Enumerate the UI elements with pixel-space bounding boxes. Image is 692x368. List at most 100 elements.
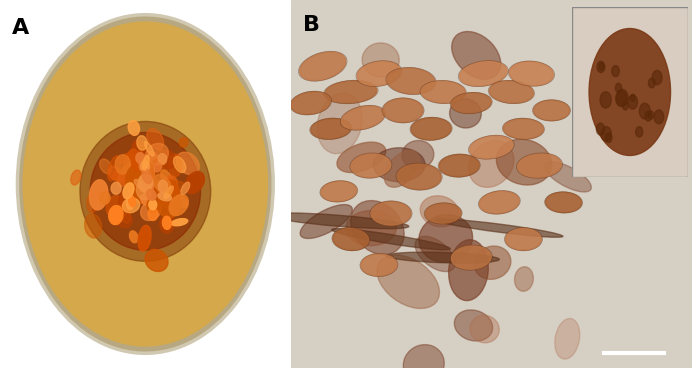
Ellipse shape — [158, 153, 167, 164]
Ellipse shape — [140, 187, 155, 205]
Ellipse shape — [164, 186, 173, 199]
Ellipse shape — [123, 183, 134, 199]
Ellipse shape — [628, 95, 637, 109]
Ellipse shape — [108, 156, 120, 181]
Ellipse shape — [599, 63, 604, 70]
Ellipse shape — [387, 68, 435, 94]
Ellipse shape — [420, 196, 459, 227]
Ellipse shape — [436, 219, 563, 237]
Ellipse shape — [118, 185, 131, 205]
Ellipse shape — [126, 159, 146, 184]
Ellipse shape — [419, 215, 473, 262]
Ellipse shape — [134, 180, 144, 189]
Ellipse shape — [80, 121, 210, 261]
Ellipse shape — [496, 139, 552, 185]
Ellipse shape — [90, 132, 201, 250]
Ellipse shape — [148, 151, 160, 167]
Ellipse shape — [377, 255, 439, 308]
Ellipse shape — [141, 158, 155, 183]
Ellipse shape — [654, 110, 664, 124]
Ellipse shape — [451, 245, 491, 270]
Ellipse shape — [145, 144, 168, 165]
Ellipse shape — [129, 231, 138, 243]
Ellipse shape — [317, 93, 363, 154]
Ellipse shape — [505, 228, 541, 250]
Ellipse shape — [121, 153, 138, 166]
Ellipse shape — [128, 120, 140, 135]
Ellipse shape — [149, 158, 165, 172]
Ellipse shape — [152, 188, 163, 202]
Ellipse shape — [361, 254, 397, 276]
Ellipse shape — [136, 181, 152, 199]
Ellipse shape — [140, 200, 162, 220]
Ellipse shape — [108, 166, 120, 180]
Text: B: B — [302, 15, 320, 35]
Ellipse shape — [161, 170, 174, 188]
Ellipse shape — [373, 148, 425, 182]
Ellipse shape — [123, 158, 140, 187]
Ellipse shape — [645, 111, 652, 121]
Ellipse shape — [268, 213, 409, 229]
Ellipse shape — [149, 200, 156, 210]
Ellipse shape — [158, 193, 172, 201]
Ellipse shape — [181, 182, 190, 195]
Ellipse shape — [371, 202, 411, 225]
Ellipse shape — [331, 229, 450, 250]
Ellipse shape — [146, 178, 154, 190]
Ellipse shape — [179, 138, 188, 147]
Ellipse shape — [172, 219, 188, 226]
Ellipse shape — [459, 61, 507, 86]
Ellipse shape — [140, 161, 149, 172]
Ellipse shape — [300, 52, 346, 81]
Ellipse shape — [132, 158, 143, 170]
Ellipse shape — [515, 267, 534, 291]
Ellipse shape — [402, 141, 434, 169]
Ellipse shape — [100, 191, 110, 204]
Ellipse shape — [158, 180, 167, 192]
Ellipse shape — [115, 155, 130, 174]
Ellipse shape — [648, 78, 655, 88]
Ellipse shape — [597, 123, 605, 135]
Ellipse shape — [652, 70, 662, 85]
Ellipse shape — [503, 118, 543, 139]
Ellipse shape — [452, 32, 501, 79]
Ellipse shape — [601, 127, 611, 141]
Ellipse shape — [169, 154, 182, 177]
Ellipse shape — [148, 208, 158, 220]
Ellipse shape — [383, 99, 423, 123]
Ellipse shape — [122, 198, 140, 213]
Ellipse shape — [127, 197, 134, 210]
Ellipse shape — [154, 174, 171, 194]
Ellipse shape — [167, 191, 188, 207]
Ellipse shape — [411, 118, 451, 140]
Ellipse shape — [509, 61, 554, 86]
Ellipse shape — [152, 178, 169, 206]
Ellipse shape — [589, 29, 671, 155]
Ellipse shape — [534, 100, 570, 121]
Ellipse shape — [300, 205, 352, 238]
Ellipse shape — [139, 163, 154, 183]
Ellipse shape — [158, 193, 181, 218]
Ellipse shape — [470, 315, 499, 343]
Ellipse shape — [145, 141, 154, 156]
Ellipse shape — [161, 150, 175, 169]
Ellipse shape — [138, 174, 153, 192]
Ellipse shape — [120, 202, 130, 223]
Ellipse shape — [24, 22, 267, 346]
Ellipse shape — [111, 182, 121, 194]
Ellipse shape — [147, 199, 158, 213]
Ellipse shape — [113, 167, 138, 182]
Ellipse shape — [147, 190, 156, 200]
Ellipse shape — [148, 181, 169, 202]
Ellipse shape — [341, 106, 385, 130]
Ellipse shape — [346, 210, 397, 246]
Ellipse shape — [469, 136, 513, 159]
Ellipse shape — [165, 181, 186, 194]
Ellipse shape — [89, 180, 108, 210]
Ellipse shape — [518, 153, 561, 178]
Ellipse shape — [163, 216, 172, 229]
Ellipse shape — [145, 249, 168, 272]
Ellipse shape — [158, 183, 178, 207]
Ellipse shape — [612, 66, 619, 77]
Ellipse shape — [129, 170, 149, 179]
